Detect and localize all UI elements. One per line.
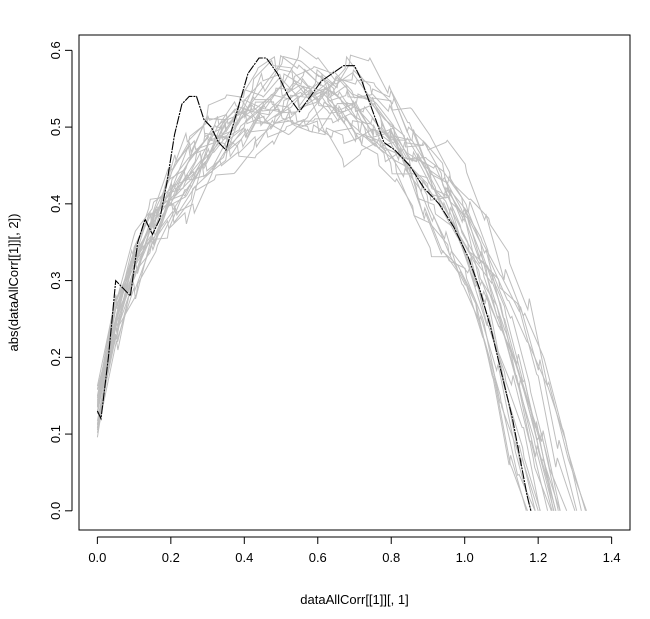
background-series-line xyxy=(96,100,557,511)
highlight-series-group xyxy=(96,57,532,511)
x-axis: 0.0 0.2 0.4 0.6 0.8 1.0 1.2 1.4 xyxy=(88,536,621,565)
background-series-line xyxy=(96,78,541,511)
background-series-line xyxy=(96,92,536,512)
x-tick-label: 0.2 xyxy=(162,550,180,565)
background-series-line xyxy=(96,55,559,511)
background-series-line xyxy=(96,45,555,511)
x-tick-label: 0.0 xyxy=(88,550,106,565)
background-series-line xyxy=(96,85,528,511)
y-tick-label: 0.1 xyxy=(48,425,63,443)
y-axis: 0.0 0.1 0.2 0.3 0.4 0.5 0.6 xyxy=(48,41,73,520)
y-tick-label: 0.3 xyxy=(48,272,63,290)
background-series-line xyxy=(96,85,539,511)
x-axis-title: dataAllCorr[[1]][, 1] xyxy=(300,592,408,607)
plot-frame xyxy=(78,34,631,531)
background-series-group xyxy=(96,45,587,512)
background-series-line xyxy=(96,71,554,511)
y-axis-title: abs(dataAllCorr[[1]][, 2]) xyxy=(6,214,21,352)
background-series-line xyxy=(96,88,576,511)
x-tick-label: 1.2 xyxy=(529,550,547,565)
y-tick-label: 0.0 xyxy=(48,502,63,520)
x-tick-label: 0.4 xyxy=(235,550,253,565)
background-series-line xyxy=(96,68,527,511)
background-series-line xyxy=(96,55,541,511)
background-series-line xyxy=(96,54,553,511)
x-tick-label: 1.0 xyxy=(456,550,474,565)
y-tick-label: 0.6 xyxy=(48,41,63,59)
x-tick-label: 0.6 xyxy=(309,550,327,565)
background-series-line xyxy=(96,54,582,511)
highlight-series-line xyxy=(96,57,532,511)
background-series-line xyxy=(96,84,578,511)
x-tick-label: 0.8 xyxy=(382,550,400,565)
y-tick-label: 0.5 xyxy=(48,118,63,136)
background-series-line xyxy=(96,87,532,511)
background-series-line xyxy=(96,116,536,511)
x-tick-label: 1.4 xyxy=(603,550,621,565)
background-series-line xyxy=(96,103,549,511)
background-series-line xyxy=(96,101,568,511)
y-tick-label: 0.4 xyxy=(48,195,63,213)
y-tick-label: 0.2 xyxy=(48,348,63,366)
background-series-line xyxy=(96,66,587,511)
